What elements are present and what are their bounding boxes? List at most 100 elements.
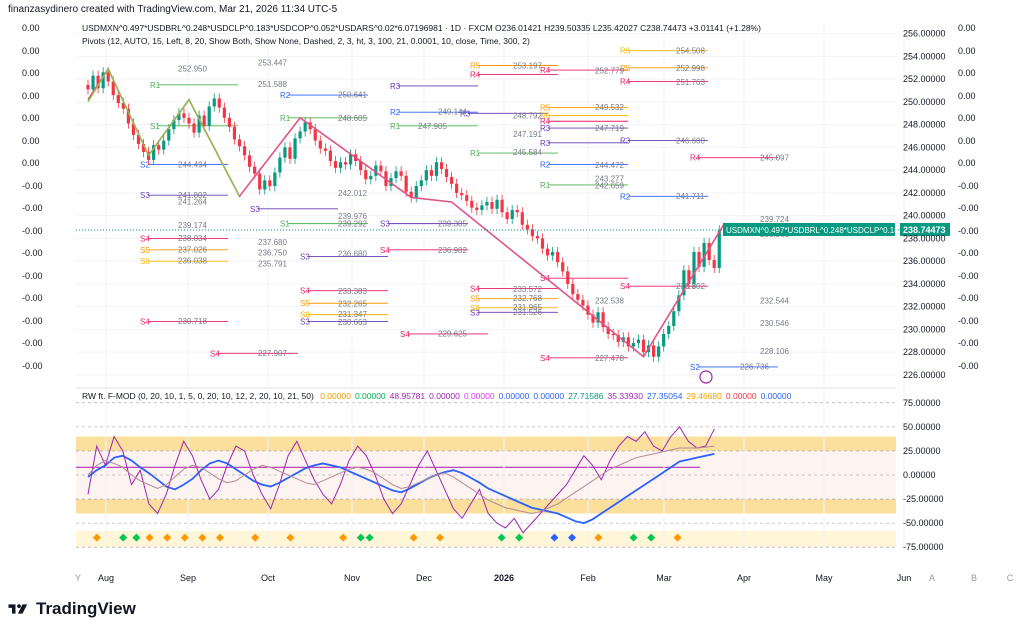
candle-body <box>106 72 110 82</box>
candle-body <box>631 343 635 347</box>
candle-body <box>409 191 413 198</box>
left-scale-label: 0.00 <box>22 23 40 33</box>
candle-body <box>338 162 343 168</box>
time-tick-label: Sep <box>180 573 196 583</box>
price-tick-label: 246.00000 <box>903 142 946 152</box>
indicator-values: 0.00000 0.00000 48.95781 0.00000 0.00000 0.00… <box>320 391 795 401</box>
price-tag <box>900 222 950 236</box>
tradingview-logo-icon <box>8 604 28 614</box>
indicator-tick-label: 25.00000 <box>903 446 941 456</box>
right-scale-label: -0.00 <box>958 203 979 213</box>
pivot-level-label: R4 <box>540 66 551 75</box>
symbol-tag <box>723 222 895 236</box>
pivot-value-label: 231.526 <box>513 308 542 317</box>
price-tick-label: 254.00000 <box>903 51 946 61</box>
time-tick-label: Y <box>75 573 81 583</box>
pivot-value-label: 251.763 <box>676 78 705 87</box>
pivot-value-label: 227.478 <box>595 354 624 363</box>
left-scale-label: 0.00 <box>22 135 40 146</box>
pivot-level-label: S3 <box>140 191 150 200</box>
right-scale-label: -0.00 <box>958 180 979 191</box>
pivot-value-label: 245.584 <box>513 148 542 157</box>
candle-body <box>101 72 105 89</box>
candle-body <box>177 113 181 121</box>
left-scale-label: -0.00 <box>22 338 43 348</box>
left-scale-label: -0.00 <box>22 270 43 281</box>
pivot-value-label: 243.277 <box>595 174 624 183</box>
pivot-level-label: S3 <box>250 205 260 214</box>
candle-body <box>116 95 120 104</box>
signal-diamond <box>594 533 603 542</box>
candle-body <box>343 162 348 165</box>
candle-body <box>591 314 595 323</box>
pivot-level-label: S4 <box>470 284 480 293</box>
pivot-value-label: 253.447 <box>258 59 287 68</box>
indicator-tick-label: 0.00000 <box>903 470 936 480</box>
candle-body <box>242 146 247 156</box>
pivot-level-label: R2 <box>540 160 551 169</box>
pivot-level-label: S4 <box>400 330 410 339</box>
candle-body <box>717 230 721 268</box>
pivot-value-label: 250.641 <box>338 91 367 100</box>
left-scale-label: 0.00 <box>22 45 40 56</box>
pivot-value-label: 242.012 <box>338 189 367 198</box>
candle-body <box>697 252 701 267</box>
candle-body <box>126 108 130 124</box>
candle-body <box>187 117 191 124</box>
candle-body <box>152 145 156 160</box>
candle-body <box>652 345 656 357</box>
candle-body <box>207 106 211 126</box>
candle-body <box>414 186 418 198</box>
pivot-value-label: 236.982 <box>438 246 467 255</box>
candle-body <box>419 180 423 187</box>
pivot-level-label: R1 <box>540 181 551 190</box>
candle-body <box>172 120 176 130</box>
pivot-value-label: 230.718 <box>178 317 207 326</box>
tradingview-wordmark: TradingView <box>36 599 136 618</box>
candle-body <box>182 113 186 118</box>
pivot-level-label: R6 <box>540 112 551 121</box>
pivot-level-label: R2 <box>280 91 291 100</box>
pivot-value-label: 236.038 <box>178 257 207 266</box>
tradingview-logo: TradingView <box>8 599 136 619</box>
price-tick-label: 250.00000 <box>903 97 946 107</box>
pivot-value-label: 231.965 <box>513 303 542 312</box>
signal-diamond <box>180 533 189 542</box>
pivot-level-label: R4 <box>540 117 551 126</box>
right-scale-label: 0.00 <box>958 68 976 78</box>
time-tick-label: 2026 <box>494 573 514 583</box>
candle-body <box>318 140 322 149</box>
candle-body <box>328 150 332 162</box>
pivot-value-label: 239.292 <box>338 220 367 229</box>
left-scale-label: -0.00 <box>22 203 43 213</box>
pivot-value-label: 251.588 <box>258 80 287 89</box>
pivot-level-label: R1 <box>470 149 481 158</box>
candle-body <box>293 138 297 159</box>
pivot-level-label: R1 <box>150 81 161 90</box>
pivot-level-label: R3 <box>620 137 631 146</box>
indicator-series-line <box>87 445 715 515</box>
right-scale-label: 0.00 <box>958 23 976 33</box>
candle-body <box>672 311 676 326</box>
pivot-value-label: 247.719 <box>595 124 624 133</box>
candle-body <box>667 325 671 334</box>
time-tick-label: A <box>929 573 935 583</box>
pivot-value-label: 237.026 <box>178 245 207 254</box>
time-tick-label: Jun <box>897 573 912 583</box>
pivot-level-label: S4 <box>620 282 630 291</box>
pivot-level-label: S4 <box>140 234 150 243</box>
right-scale-label: -0.00 <box>958 248 979 258</box>
candle-body <box>545 248 550 256</box>
signal-diamond <box>145 533 154 542</box>
candle-body <box>561 262 565 272</box>
pivot-value-label: 241.264 <box>178 197 207 206</box>
candle-body <box>525 224 529 230</box>
pivot-level-label: S4 <box>210 349 220 358</box>
indicator-series-line <box>87 452 715 525</box>
pivot-level-label: S3 <box>300 253 310 262</box>
pivot-level-label: S2 <box>690 363 700 372</box>
indicator-value: 0.00000 <box>498 391 530 401</box>
pivot-level-label: S1 <box>150 122 160 131</box>
candle-body <box>611 333 615 336</box>
